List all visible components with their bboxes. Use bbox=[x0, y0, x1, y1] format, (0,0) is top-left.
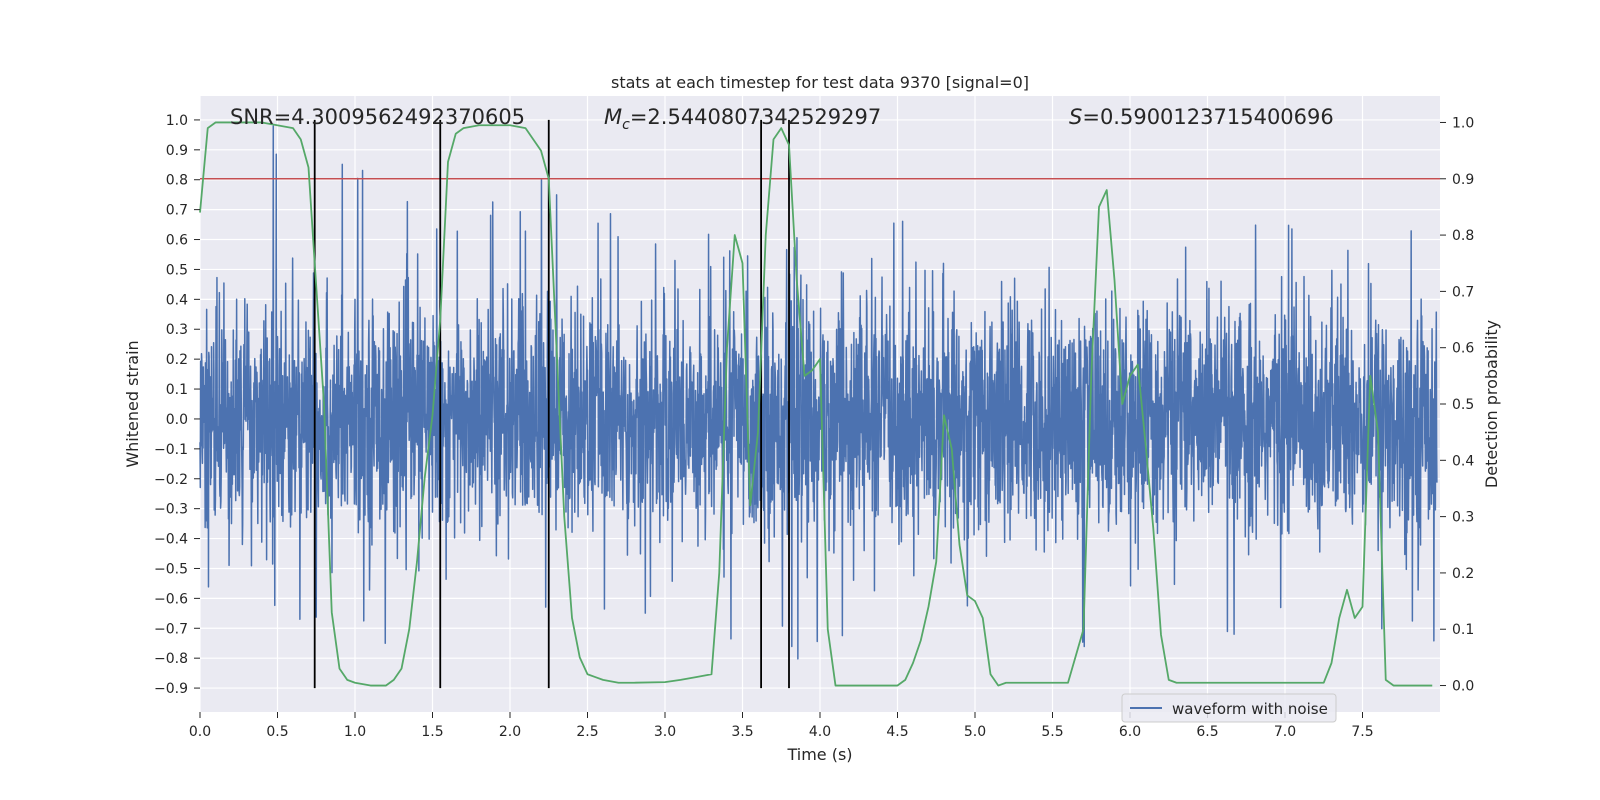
overlays bbox=[199, 119, 1440, 689]
y-tick-label: 1.0 bbox=[166, 113, 188, 129]
annotation-snr: SNR=4.3009562492370605 bbox=[230, 105, 525, 129]
y-tick-label: 0.0 bbox=[166, 412, 188, 428]
y-tick-label: 0.4 bbox=[166, 292, 188, 308]
annotation-s: S=0.5900123715400696 bbox=[1069, 105, 1334, 129]
waveform-line bbox=[199, 125, 1438, 660]
y-tick-label: 0.8 bbox=[166, 173, 188, 189]
axes: 1.0 0.9 0.8 0.7 0.6 0.5 0.4 0.3 0.2 0.1 0.0 −0.1 −0.… bbox=[154, 113, 1474, 740]
y-tick-label: −0.5 bbox=[154, 561, 188, 577]
annotation-mc-subscript: c bbox=[622, 117, 630, 133]
x-tick-label: 6.5 bbox=[1196, 724, 1218, 740]
x-tick-label: 6.0 bbox=[1119, 724, 1141, 740]
y2-tick-label: 0.4 bbox=[1452, 453, 1474, 469]
annotation-s-value: =0.5900123715400696 bbox=[1082, 105, 1333, 129]
y-tick-label: −0.6 bbox=[154, 591, 188, 607]
y-tick-label: −0.3 bbox=[154, 502, 188, 518]
y-tick-label: 0.5 bbox=[166, 262, 188, 278]
x-tick-label: 0.0 bbox=[189, 724, 211, 740]
y2-axis-label: Detection probability bbox=[1482, 320, 1501, 488]
y-tick-label: 0.3 bbox=[166, 322, 188, 338]
y2-tick-label: 0.6 bbox=[1452, 341, 1474, 357]
x-tick-label: 7.0 bbox=[1274, 724, 1296, 740]
x-tick-label: 5.5 bbox=[1041, 724, 1063, 740]
detection-probability-line bbox=[199, 121, 1433, 687]
annotation-s-symbol: S bbox=[1069, 105, 1082, 129]
x-axis-label: Time (s) bbox=[786, 745, 852, 764]
x-tick-label: 7.5 bbox=[1351, 724, 1373, 740]
y-tick-label: 0.9 bbox=[166, 143, 188, 159]
x-tick-label: 5.0 bbox=[964, 724, 986, 740]
y2-tick-label: 1.0 bbox=[1452, 115, 1474, 131]
y2-tick-label: 0.7 bbox=[1452, 284, 1474, 300]
annotation-mc: Mc=2.5440807342529297 bbox=[604, 105, 881, 133]
y-tick-label: 0.2 bbox=[166, 352, 188, 368]
y-tick-label: 0.1 bbox=[166, 382, 188, 398]
y-axis-label: Whitened strain bbox=[123, 340, 142, 467]
chart-title: stats at each timestep for test data 937… bbox=[611, 73, 1029, 92]
y-tick-label: −0.4 bbox=[154, 532, 188, 548]
y-tick-label: −0.1 bbox=[154, 442, 188, 458]
x-tick-label: 3.5 bbox=[731, 724, 753, 740]
legend-box bbox=[1121, 693, 1337, 723]
annotation-mc-symbol: M bbox=[604, 105, 622, 129]
y2-tick-label: 0.8 bbox=[1452, 228, 1474, 244]
x-tick-label: 0.5 bbox=[266, 724, 288, 740]
y-tick-label: −0.9 bbox=[154, 681, 188, 697]
y-tick-label: 0.7 bbox=[166, 203, 188, 219]
y2-tick-label: 0.1 bbox=[1452, 622, 1474, 638]
x-tick-label: 1.5 bbox=[421, 724, 443, 740]
x-tick-label: 3.0 bbox=[654, 724, 676, 740]
x-tick-label: 4.0 bbox=[809, 724, 831, 740]
annotation-mc-value: =2.5440807342529297 bbox=[630, 105, 881, 129]
legend: waveform with noise bbox=[1121, 693, 1337, 723]
x-tick-label: 4.5 bbox=[886, 724, 908, 740]
y-tick-label: −0.2 bbox=[154, 472, 188, 488]
y2-tick-label: 0.5 bbox=[1452, 397, 1474, 413]
waveform-series bbox=[199, 125, 1438, 660]
y-tick-label: −0.8 bbox=[154, 651, 188, 667]
x-tick-label: 1.0 bbox=[344, 724, 366, 740]
y2-tick-label: 0.0 bbox=[1452, 679, 1474, 695]
y2-tick-label: 0.9 bbox=[1452, 172, 1474, 188]
y-tick-label: 0.6 bbox=[166, 233, 188, 249]
y2-tick-label: 0.2 bbox=[1452, 566, 1474, 582]
y-tick-label: −0.7 bbox=[154, 621, 188, 637]
x-tick-label: 2.5 bbox=[576, 724, 598, 740]
legend-label: waveform with noise bbox=[1172, 700, 1328, 718]
y2-tick-label: 0.3 bbox=[1452, 510, 1474, 526]
x-tick-label: 2.0 bbox=[499, 724, 521, 740]
